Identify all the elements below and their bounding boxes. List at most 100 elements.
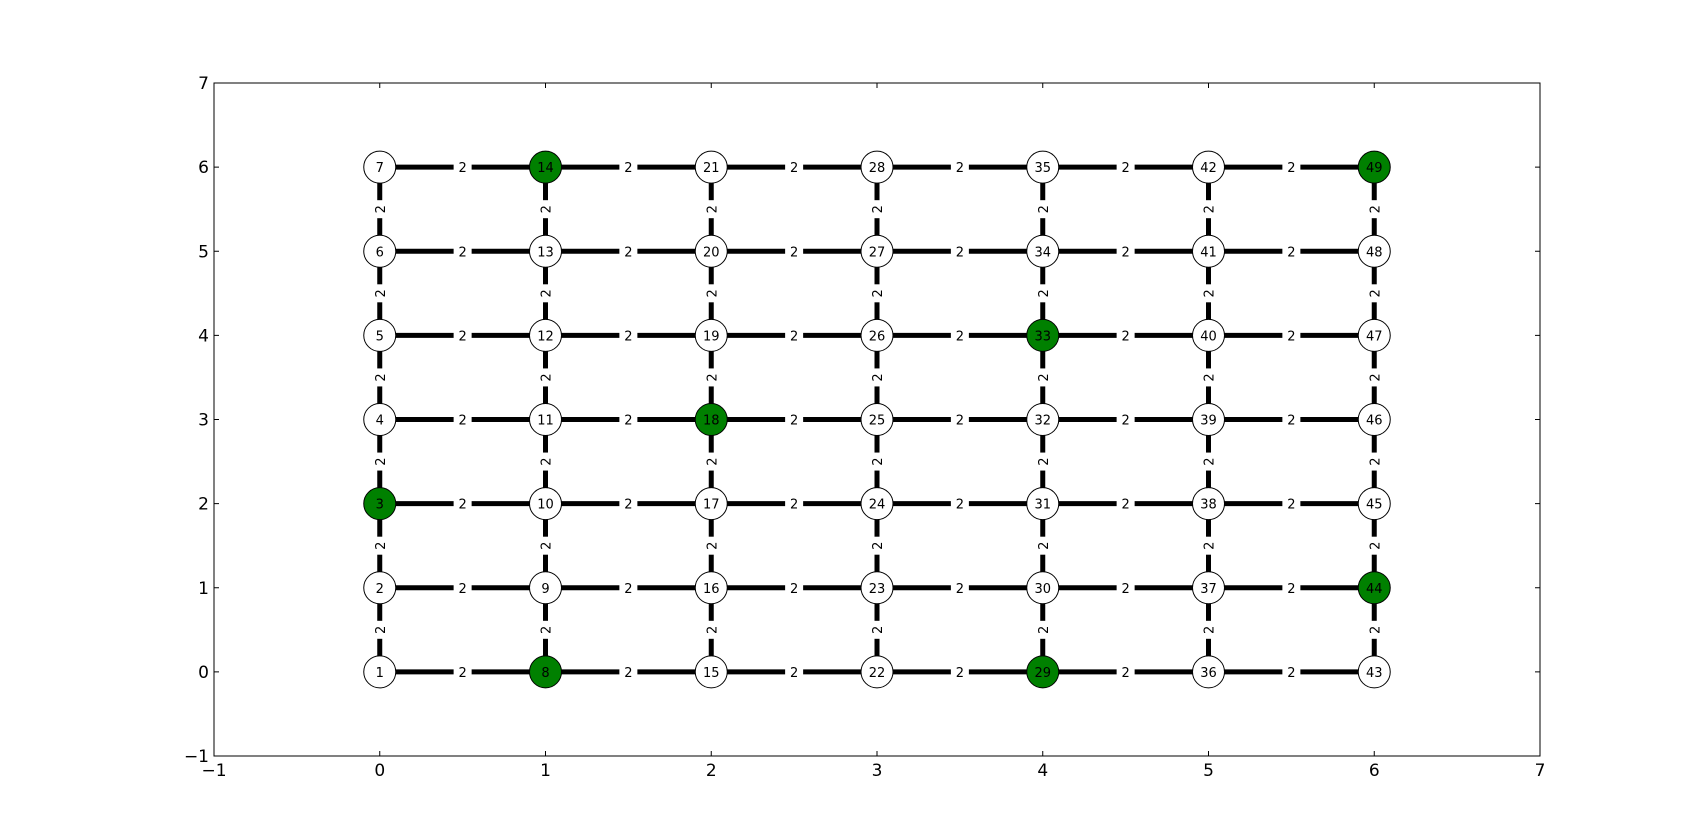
edge-weight-label: 2 <box>1203 542 1218 550</box>
plot-frame <box>213 82 1541 757</box>
edge-weight-label: 2 <box>1287 161 1295 176</box>
node-label: 47 <box>1366 329 1383 344</box>
node-label: 8 <box>541 666 549 681</box>
edge-weight-label: 2 <box>624 414 632 429</box>
edge-label-background <box>453 158 472 177</box>
edge-weight-label: 2 <box>871 457 886 465</box>
graph-node <box>1192 655 1225 689</box>
y-tick-label: 2 <box>198 495 209 515</box>
edge-label-background <box>1199 200 1218 219</box>
edge-weight-label: 2 <box>1368 205 1383 213</box>
graph-node <box>694 318 728 352</box>
x-tick-label: 0 <box>374 761 385 781</box>
edge-weight-label: 2 <box>790 498 798 513</box>
edge-weight-label: 2 <box>374 457 389 465</box>
edge-label-background <box>702 536 721 555</box>
node-label: 25 <box>869 414 886 429</box>
edge-label-background <box>453 326 472 345</box>
edge-weight-label: 2 <box>790 161 798 176</box>
edge-weight-label: 2 <box>1121 414 1129 429</box>
graph-node <box>694 234 728 268</box>
edge-label-background <box>868 200 886 219</box>
edge-label-background <box>702 200 721 219</box>
edge-weight-label: 2 <box>790 245 798 260</box>
x-tick-label: 5 <box>1203 761 1214 781</box>
node-label: 46 <box>1366 414 1383 429</box>
edge-weight-label: 2 <box>1287 582 1295 597</box>
edge-label-background <box>1199 452 1218 471</box>
graph-node <box>363 234 397 268</box>
edge-label-background <box>1365 536 1384 555</box>
x-tick-label: 3 <box>872 761 883 781</box>
edge-weight-label: 2 <box>790 414 798 429</box>
edge-label-background <box>536 452 555 471</box>
node-label: 6 <box>376 245 384 260</box>
edge-label-background <box>1199 284 1218 303</box>
edge-weight-label: 2 <box>1121 245 1129 260</box>
edge-label-background <box>619 158 638 177</box>
graph-node <box>694 655 728 689</box>
edge-weight-label: 2 <box>1287 245 1295 260</box>
edge-label-background <box>1365 284 1384 303</box>
edge-label-background <box>1365 452 1384 471</box>
highlighted-node <box>529 655 562 689</box>
graph-node <box>529 234 562 268</box>
edge-weight-label: 2 <box>374 542 389 550</box>
edge-label-background <box>702 452 721 471</box>
node-label: 14 <box>537 161 554 176</box>
graph-node <box>529 318 562 352</box>
node-label: 22 <box>869 666 886 681</box>
edge-weight-label: 2 <box>1203 289 1218 297</box>
edge-weight-label: 2 <box>1037 289 1052 297</box>
edge-label-background <box>370 200 389 219</box>
node-label: 15 <box>703 666 720 681</box>
graph-node <box>860 150 894 184</box>
node-label: 42 <box>1200 161 1217 176</box>
edge-weight-label: 2 <box>540 457 555 465</box>
node-label: 19 <box>703 329 720 344</box>
edge-weight-label: 2 <box>705 373 720 381</box>
edge-label-background <box>1282 158 1301 177</box>
edge-label-background <box>619 662 638 681</box>
edge-weight-label: 2 <box>1121 666 1129 681</box>
node-label: 7 <box>376 161 384 176</box>
edge-weight-label: 2 <box>374 205 389 213</box>
edge-label-background <box>536 284 555 303</box>
graph-node <box>860 571 894 605</box>
node-label: 39 <box>1200 414 1217 429</box>
node-label: 30 <box>1034 582 1051 597</box>
node-label: 48 <box>1366 245 1383 260</box>
x-tick-label: 7 <box>1535 761 1546 781</box>
graph-node <box>694 571 728 605</box>
edge-label-background <box>1033 620 1052 639</box>
edge-label-background <box>370 452 389 471</box>
edge-weight-label: 2 <box>624 161 632 176</box>
edge-weight-label: 2 <box>956 161 964 176</box>
node-label: 40 <box>1200 329 1217 344</box>
node-label: 33 <box>1034 329 1051 344</box>
y-tick-label: 7 <box>198 74 209 94</box>
graph-node <box>529 487 562 521</box>
edge-weight-label: 2 <box>1203 626 1218 634</box>
graph-node <box>694 150 728 184</box>
node-label: 32 <box>1034 414 1051 429</box>
edge-weight-label: 2 <box>956 414 964 429</box>
edge-label-background <box>619 410 638 429</box>
edge-weight-label: 2 <box>1203 205 1218 213</box>
edge-weight-label: 2 <box>705 289 720 297</box>
edge-weight-label: 2 <box>871 289 886 297</box>
node-label: 41 <box>1200 245 1217 260</box>
x-tick-label: 4 <box>1037 761 1048 781</box>
highlighted-node <box>1357 150 1391 184</box>
edge-weight-label: 2 <box>458 582 466 597</box>
edge-label-background <box>536 200 555 219</box>
edge-label-background <box>453 662 472 681</box>
graph-node <box>1357 403 1391 436</box>
edge-label-background <box>619 326 638 345</box>
edge-weight-label: 2 <box>540 626 555 634</box>
edge-weight-label: 2 <box>1037 205 1052 213</box>
edge-label-background <box>868 284 886 303</box>
x-tick-label: 1 <box>540 761 551 781</box>
edge-weight-label: 2 <box>458 498 466 513</box>
graph-node <box>1026 150 1060 184</box>
